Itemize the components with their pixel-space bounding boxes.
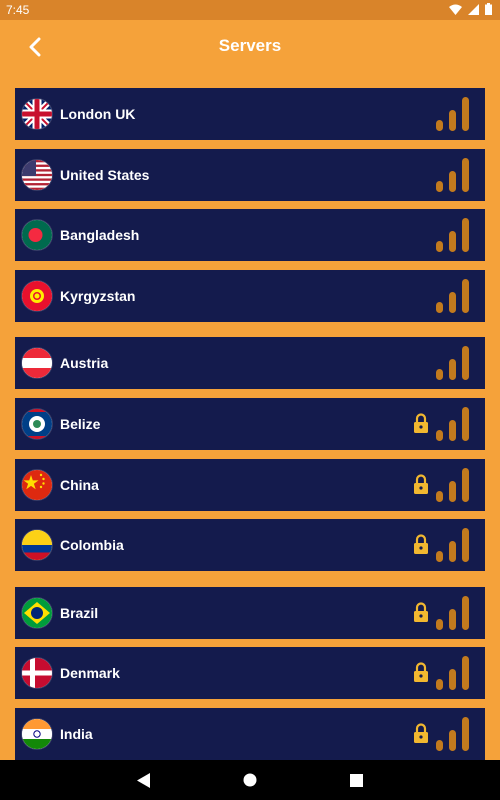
lock-icon — [413, 534, 429, 555]
server-list[interactable]: London UK United States Bangladesh Kyrgyzst… — [15, 88, 485, 760]
status-time: 7:45 — [6, 3, 30, 17]
flag-bd-icon — [22, 220, 52, 251]
server-row[interactable]: India — [15, 708, 485, 760]
flag-kg-icon — [22, 280, 52, 311]
server-name: London UK — [60, 106, 136, 122]
signal-strength-icon — [436, 406, 472, 442]
status-bar: 7:45 — [0, 0, 500, 20]
server-name: Austria — [60, 355, 109, 372]
server-row[interactable]: London UK — [15, 88, 485, 140]
signal-strength-icon — [436, 345, 472, 381]
back-triangle-icon — [137, 772, 150, 788]
signal-strength-icon — [436, 217, 472, 253]
server-row[interactable]: Kyrgyzstan — [15, 269, 485, 322]
server-name: China — [60, 476, 99, 493]
back-button[interactable] — [20, 32, 50, 62]
flag-cn-icon — [22, 469, 52, 500]
signal-strength-icon — [436, 655, 472, 691]
server-name: Bangladesh — [60, 227, 140, 244]
server-row[interactable]: Colombia — [15, 519, 485, 572]
nav-recents-button[interactable] — [345, 770, 367, 790]
flag-us-icon — [22, 159, 52, 190]
flag-uk-icon — [22, 99, 52, 129]
navigation-bar — [0, 760, 500, 800]
signal-strength-icon — [436, 527, 472, 563]
server-row[interactable]: United States — [15, 148, 485, 201]
signal-strength-icon — [436, 278, 472, 314]
flag-bz-icon — [22, 409, 52, 439]
nav-back-button[interactable] — [133, 770, 155, 790]
signal-strength-icon — [436, 157, 472, 193]
server-name: United States — [60, 166, 150, 183]
server-row[interactable]: Brazil — [15, 586, 485, 639]
signal-strength-icon — [436, 716, 472, 752]
flag-in-icon — [22, 719, 52, 749]
app-bar: Servers — [0, 20, 500, 72]
server-row[interactable]: Bangladesh — [15, 209, 485, 262]
flag-dk-icon — [22, 658, 52, 689]
server-name: Colombia — [60, 537, 124, 554]
lock-icon — [413, 474, 429, 495]
nav-home-button[interactable] — [239, 770, 261, 790]
lock-icon — [413, 602, 429, 623]
server-row[interactable]: Belize — [15, 398, 485, 450]
wifi-icon — [449, 4, 462, 15]
signal-strength-icon — [436, 467, 472, 503]
server-row[interactable]: Austria — [15, 337, 485, 390]
battery-icon — [485, 3, 492, 15]
flag-br-icon — [22, 597, 52, 628]
flag-at-icon — [22, 348, 52, 379]
lock-icon — [413, 413, 429, 434]
lock-icon — [413, 662, 429, 683]
server-name: Denmark — [60, 665, 120, 682]
back-chevron-icon — [29, 37, 41, 57]
flag-co-icon — [22, 530, 52, 561]
status-icons — [449, 3, 492, 15]
lock-icon — [413, 723, 429, 744]
home-circle-icon — [243, 773, 257, 787]
server-row[interactable]: Denmark — [15, 647, 485, 700]
page-title: Servers — [218, 36, 282, 55]
server-name: Kyrgyzstan — [60, 287, 136, 304]
signal-strength-icon — [436, 595, 472, 631]
server-name: Brazil — [60, 604, 99, 621]
server-row[interactable]: China — [15, 458, 485, 511]
server-name: India — [60, 726, 93, 742]
cell-signal-icon — [468, 3, 479, 15]
server-name: Belize — [60, 416, 101, 432]
signal-strength-icon — [436, 96, 472, 132]
recents-square-icon — [349, 773, 363, 787]
